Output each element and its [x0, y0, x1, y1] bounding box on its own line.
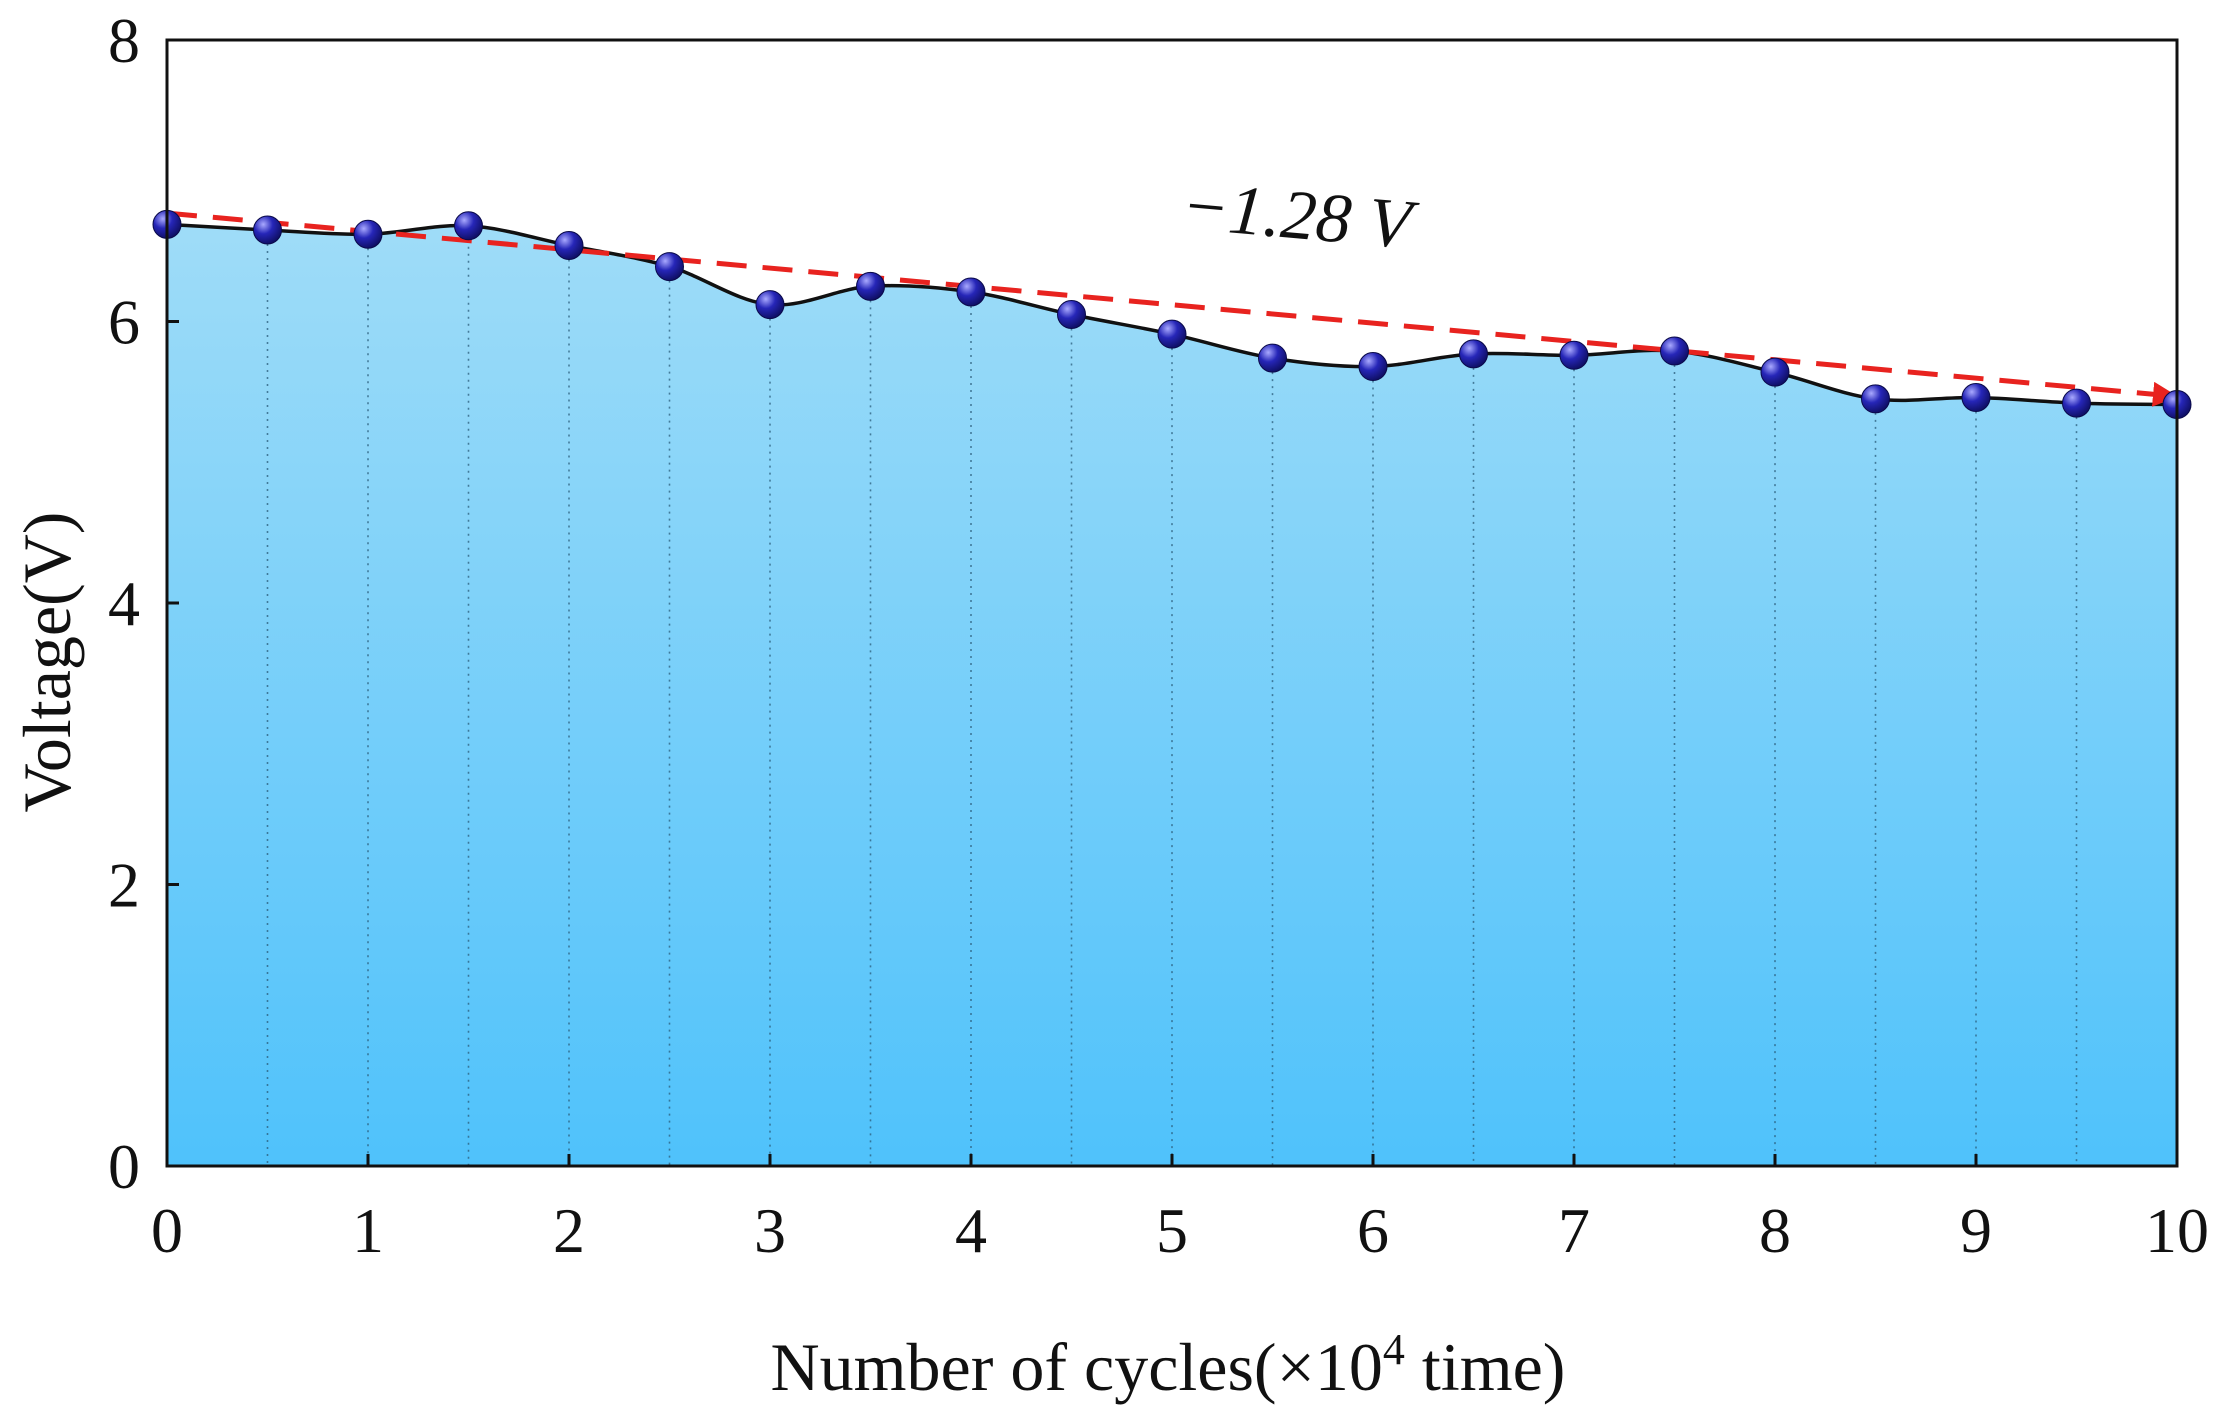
data-point [655, 252, 684, 282]
data-point [2062, 388, 2091, 418]
x-axis-title-suffix: time) [1405, 1329, 1566, 1405]
trend-arrow [166, 210, 2178, 407]
x-tick-label: 9 [1960, 1195, 1992, 1266]
x-axis-title-sup: 4 [1383, 1325, 1405, 1374]
data-point [755, 290, 785, 320]
data-point [554, 230, 584, 260]
x-tick-label: 1 [352, 1195, 384, 1266]
data-point [1358, 352, 1388, 382]
data-point [353, 219, 383, 249]
y-tick-label: 2 [108, 850, 140, 921]
data-point [253, 215, 282, 245]
x-tick-label: 2 [553, 1195, 585, 1266]
area-fill [167, 224, 2177, 1166]
data-point [1861, 384, 1890, 414]
y-axis-title: Voltage(V) [9, 512, 85, 813]
x-tick-label: 0 [151, 1195, 183, 1266]
x-tick-label: 3 [754, 1195, 786, 1266]
data-point [956, 277, 986, 307]
data-point [856, 271, 885, 301]
x-axis-title: Number of cycles(×104 time) [771, 1325, 1566, 1405]
data-point [1258, 343, 1287, 373]
data-point [1760, 357, 1790, 387]
x-tick-label: 8 [1759, 1195, 1791, 1266]
data-point [1559, 340, 1589, 370]
x-tick-label: 10 [2145, 1195, 2209, 1266]
y-tick-label: 8 [108, 5, 140, 76]
data-point [1057, 299, 1086, 329]
x-tick-label: 6 [1357, 1195, 1389, 1266]
data-point [454, 211, 483, 241]
data-point [1961, 383, 1991, 413]
data-point [1459, 339, 1488, 369]
x-tick-label: 5 [1156, 1195, 1188, 1266]
trend-annotation: −1.28 V [1179, 167, 1422, 264]
y-tick-label: 6 [108, 287, 140, 358]
x-tick-label: 7 [1558, 1195, 1590, 1266]
x-axis-title-prefix: Number of cycles(×10 [771, 1329, 1383, 1405]
data-point [1157, 319, 1187, 349]
y-tick-label: 4 [108, 568, 140, 639]
x-tick-label: 4 [955, 1195, 987, 1266]
y-tick-label: 0 [108, 1131, 140, 1202]
data-point [1660, 336, 1689, 366]
